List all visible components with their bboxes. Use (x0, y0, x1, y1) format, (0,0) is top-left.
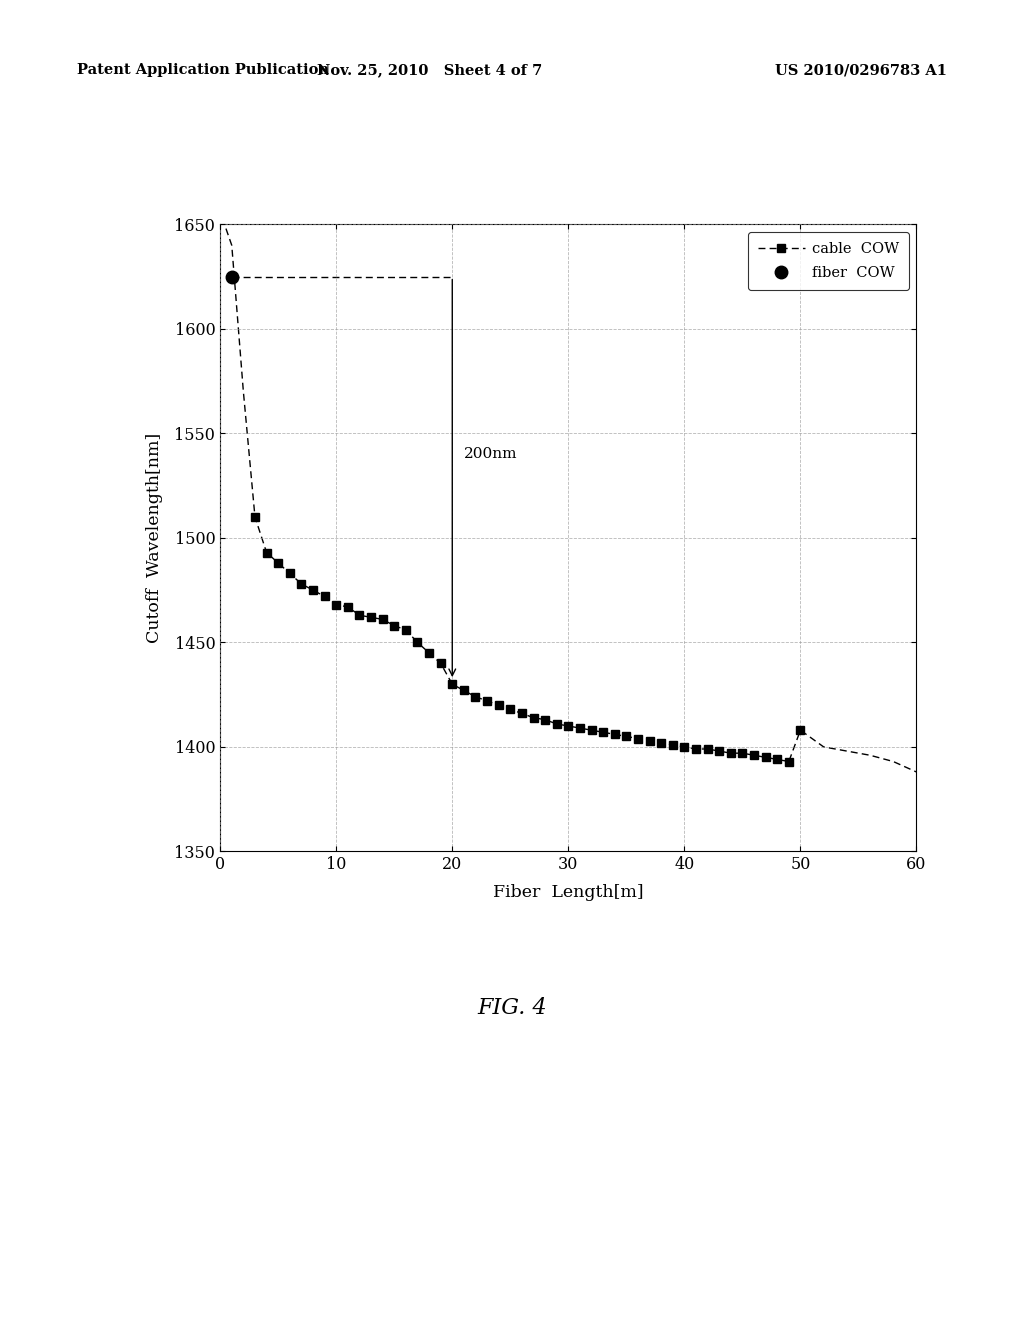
Legend: cable  COW, fiber  COW: cable COW, fiber COW (748, 232, 909, 290)
Text: US 2010/0296783 A1: US 2010/0296783 A1 (775, 63, 947, 78)
Text: Patent Application Publication: Patent Application Publication (77, 63, 329, 78)
Text: FIG. 4: FIG. 4 (477, 997, 547, 1019)
X-axis label: Fiber  Length[m]: Fiber Length[m] (493, 884, 644, 902)
Text: Nov. 25, 2010   Sheet 4 of 7: Nov. 25, 2010 Sheet 4 of 7 (317, 63, 543, 78)
Y-axis label: Cutoff  Wavelength[nm]: Cutoff Wavelength[nm] (146, 433, 163, 643)
Text: 200nm: 200nm (464, 447, 517, 461)
